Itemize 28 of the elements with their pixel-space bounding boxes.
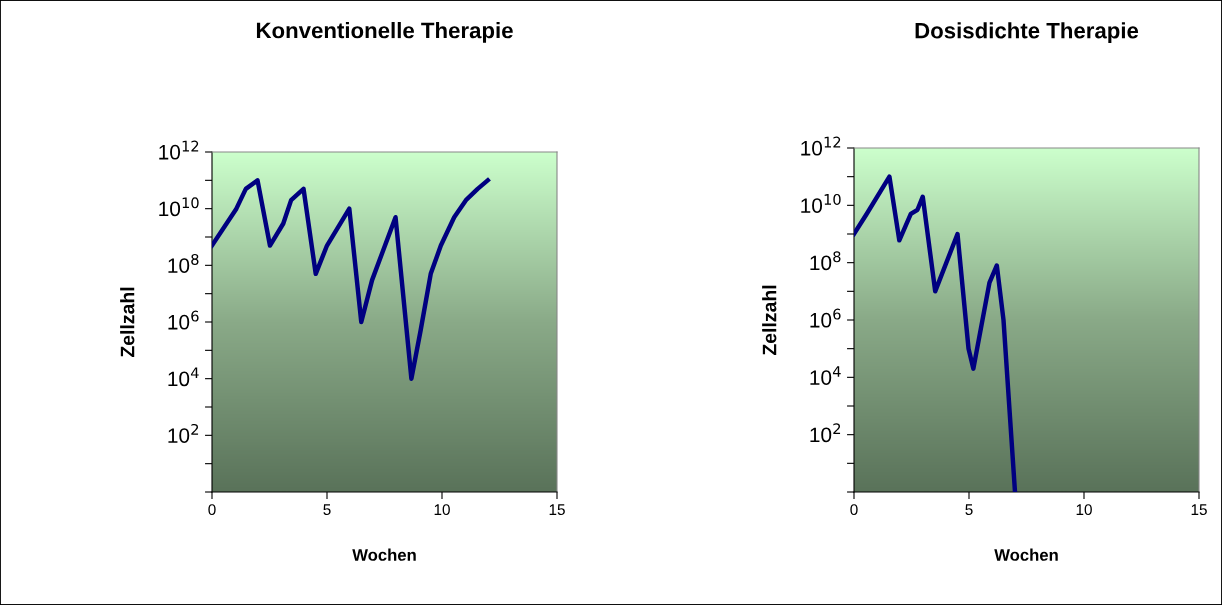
- line-series: [854, 174, 1018, 492]
- y-tick-label: 10$^{4}$: [168, 367, 199, 387]
- y-tick-label: 10$^{2}$: [810, 423, 841, 443]
- x-tick-label: 5: [965, 504, 973, 516]
- x-axis-title: Wochen: [994, 548, 1058, 561]
- y-tick-label: 10$^{6}$: [810, 308, 841, 328]
- x-tick-label: 0: [208, 504, 216, 516]
- x-axis-title: Wochen: [352, 548, 416, 561]
- y-tick-label: 10$^{8}$: [168, 253, 199, 273]
- y-tick-label: 10$^{8}$: [810, 251, 841, 271]
- y-tick-label: 10$^{12}$: [159, 140, 199, 160]
- y-tick-label: 10$^{10}$: [801, 193, 841, 213]
- x-tick-label: 15: [1191, 504, 1207, 516]
- chart-title: Konventionelle Therapie: [256, 22, 513, 43]
- x-tick-label: 10: [1076, 504, 1092, 516]
- y-tick-label: 10$^{6}$: [168, 310, 199, 330]
- x-tick-label: 0: [850, 504, 858, 516]
- x-tick-label: 10: [434, 504, 450, 516]
- y-axis-title: Zellzahl: [120, 287, 135, 358]
- chart-title: Dosisdichte Therapie: [915, 22, 1139, 43]
- y-axis-title: Zellzahl: [762, 285, 777, 356]
- y-tick-label: 10$^{4}$: [810, 366, 841, 385]
- x-tick-label: 5: [323, 504, 331, 516]
- y-tick-label: 10$^{10}$: [159, 197, 199, 217]
- line-series: [212, 178, 490, 381]
- y-tick-label: 10$^{12}$: [801, 136, 841, 156]
- x-tick-label: 15: [549, 504, 565, 516]
- y-tick-label: 10$^{2}$: [168, 423, 199, 443]
